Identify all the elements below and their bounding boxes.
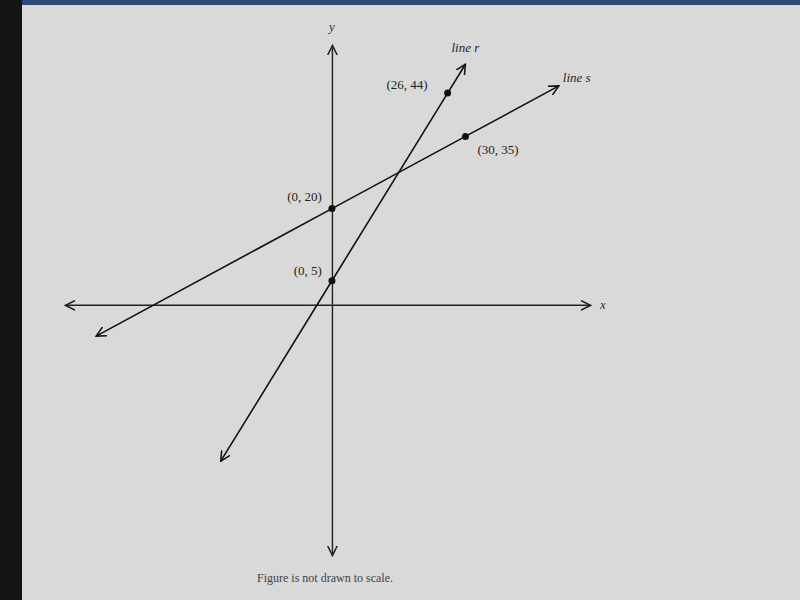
chart: x y (0, 5) (26, 44) line r (0, 20) (30, 35) lin… <box>0 0 800 600</box>
point-marker <box>444 90 451 97</box>
y-axis-label: y <box>327 19 335 34</box>
x-axis-label: x <box>599 297 606 312</box>
x-axis-line <box>66 305 591 306</box>
x-axis <box>66 305 591 306</box>
point-marker <box>328 205 335 212</box>
point-marker <box>462 133 469 140</box>
point-label: (0, 20) <box>287 189 322 204</box>
screen-edge-top <box>22 0 800 5</box>
y-axis-line <box>332 46 333 556</box>
background <box>0 0 800 600</box>
labels: (0, 5) (26, 44) line r (0, 20) (30, 35) line … <box>287 40 590 278</box>
screen-edge <box>0 0 22 600</box>
plot-area <box>96 64 559 461</box>
series-line <box>96 86 559 336</box>
series-name: line r <box>451 40 480 55</box>
series-line <box>221 64 466 461</box>
point-marker <box>328 277 335 284</box>
series-name: line s <box>563 70 591 85</box>
caption: Figure is not drawn to scale. <box>257 571 393 585</box>
y-axis <box>332 46 333 556</box>
point-label: (26, 44) <box>386 77 427 92</box>
point-label: (0, 5) <box>294 263 322 278</box>
point-label: (30, 35) <box>477 142 518 157</box>
